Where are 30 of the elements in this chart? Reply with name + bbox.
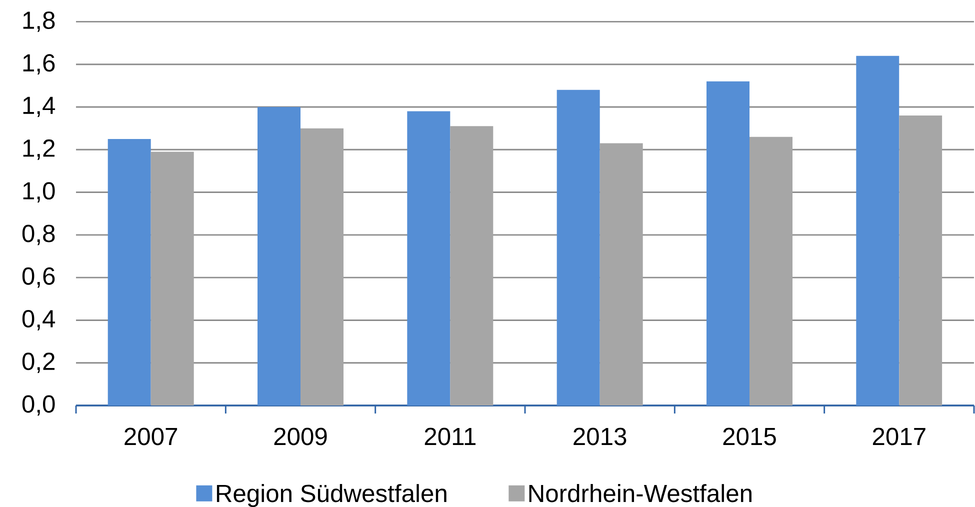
x-tick-label: 2007	[124, 428, 178, 446]
x-tick-label: 2017	[872, 428, 926, 446]
y-tick-label: 0,6	[22, 267, 55, 288]
y-tick-label: 1,2	[23, 139, 55, 160]
y-tick-label: 1,8	[23, 12, 55, 32]
bar	[300, 128, 344, 406]
bar	[856, 56, 900, 406]
bar	[150, 152, 194, 406]
x-tick-label: 2009	[274, 428, 327, 446]
bar	[750, 136, 792, 406]
y-tick-label: 1,6	[23, 54, 55, 75]
x-tick-label: 2015	[723, 428, 776, 446]
bar	[706, 81, 750, 406]
bar	[899, 116, 942, 406]
bar	[450, 126, 494, 406]
bar	[108, 138, 151, 406]
y-tick-label: 0,4	[22, 310, 56, 330]
x-tick-label: 2011	[424, 428, 476, 446]
bar	[407, 111, 450, 406]
x-tick-label: 2013	[574, 428, 626, 446]
y-tick-label: 0,2	[22, 352, 55, 374]
bar	[258, 106, 301, 406]
bar	[556, 90, 600, 406]
y-tick-label: 0,8	[22, 224, 55, 246]
bar	[600, 143, 643, 406]
y-tick-label: 1,4	[23, 96, 56, 118]
legend-label: Nordrhein-Westfalen	[529, 484, 752, 502]
y-tick-label: 0,0	[22, 395, 55, 416]
legend-label: Region Südwestfalen	[216, 484, 446, 507]
y-tick-label: 1,0	[23, 182, 55, 202]
